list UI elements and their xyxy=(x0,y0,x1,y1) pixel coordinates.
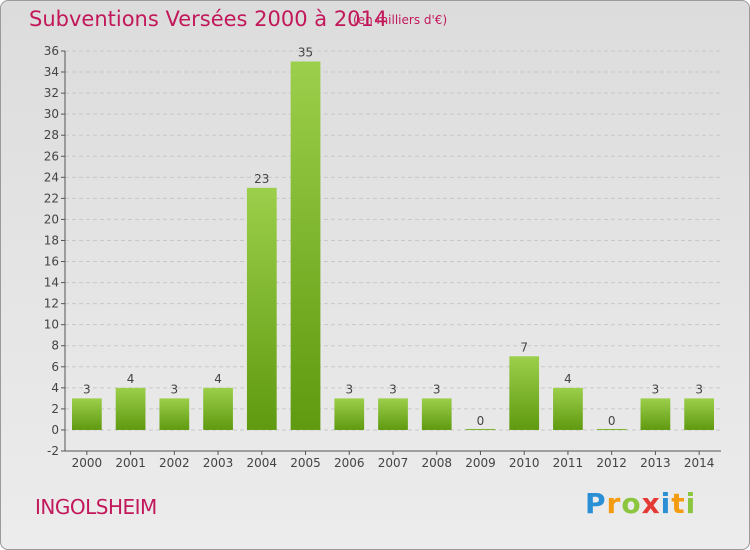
chart-title: Subventions Versées 2000 à 2014 xyxy=(29,7,388,31)
y-tick-label: -2 xyxy=(47,444,59,458)
bar xyxy=(246,187,277,430)
y-tick-label: 36 xyxy=(44,44,59,58)
x-tick-label: 2007 xyxy=(378,456,409,470)
data-label: 7 xyxy=(520,340,528,354)
y-tick-label: 24 xyxy=(44,170,59,184)
y-tick-label: 6 xyxy=(51,360,59,374)
x-tick-label: 2013 xyxy=(640,456,671,470)
data-label: 3 xyxy=(171,382,179,396)
x-tick-label: 2006 xyxy=(334,456,365,470)
bar xyxy=(203,387,233,430)
y-tick-label: 4 xyxy=(51,381,59,395)
x-tick-label: 2010 xyxy=(509,456,540,470)
y-tick-label: 18 xyxy=(44,233,59,247)
y-tick-label: 34 xyxy=(44,65,59,79)
data-label: 3 xyxy=(652,382,660,396)
y-tick-label: 20 xyxy=(44,212,59,226)
bar xyxy=(71,398,102,430)
x-tick-label: 2012 xyxy=(596,456,627,470)
y-tick-label: 14 xyxy=(44,276,59,290)
bar xyxy=(684,398,715,430)
x-tick-label: 2000 xyxy=(72,456,103,470)
y-tick-label: 22 xyxy=(44,191,59,205)
y-tick-label: 30 xyxy=(44,107,59,121)
bar xyxy=(553,387,583,430)
proxiti-logo: Proxiti xyxy=(585,487,697,520)
y-tick-label: 26 xyxy=(44,149,59,163)
y-tick-label: 28 xyxy=(44,128,59,142)
x-tick-label: 2011 xyxy=(553,456,584,470)
bar xyxy=(465,428,496,430)
data-label: 4 xyxy=(564,372,572,386)
bar xyxy=(421,398,452,430)
x-tick-label: 2002 xyxy=(159,456,190,470)
x-tick-label: 2008 xyxy=(421,456,452,470)
bar xyxy=(509,356,540,430)
bar xyxy=(596,428,627,430)
bar xyxy=(159,398,190,430)
bar xyxy=(640,398,671,430)
bar xyxy=(115,387,146,430)
y-tick-label: 16 xyxy=(44,255,59,269)
x-tick-label: 2005 xyxy=(290,456,321,470)
x-tick-label: 2003 xyxy=(203,456,234,470)
data-label: 35 xyxy=(298,46,313,60)
bar xyxy=(378,398,408,430)
data-label: 4 xyxy=(127,372,135,386)
data-label: 3 xyxy=(345,382,353,396)
bar xyxy=(334,398,365,430)
y-tick-label: 0 xyxy=(51,423,59,437)
data-label: 4 xyxy=(214,372,222,386)
y-tick-label: 12 xyxy=(44,297,59,311)
x-tick-label: 2004 xyxy=(247,456,278,470)
data-label: 0 xyxy=(608,414,616,428)
data-label: 3 xyxy=(83,382,91,396)
y-tick-label: 8 xyxy=(51,339,59,353)
y-tick-label: 10 xyxy=(44,318,59,332)
y-tick-label: 2 xyxy=(51,402,59,416)
x-tick-label: 2009 xyxy=(465,456,496,470)
data-label: 23 xyxy=(254,172,269,186)
x-tick-label: 2014 xyxy=(684,456,715,470)
data-label: 3 xyxy=(695,382,703,396)
data-label: 3 xyxy=(389,382,397,396)
bar xyxy=(290,61,321,430)
data-label: 0 xyxy=(477,414,485,428)
commune-name: INGOLSHEIM xyxy=(35,495,157,519)
y-tick-label: 32 xyxy=(44,86,59,100)
unit-label: (en milliers d'€) xyxy=(353,13,448,27)
x-tick-label: 2001 xyxy=(115,456,146,470)
data-label: 3 xyxy=(433,382,441,396)
